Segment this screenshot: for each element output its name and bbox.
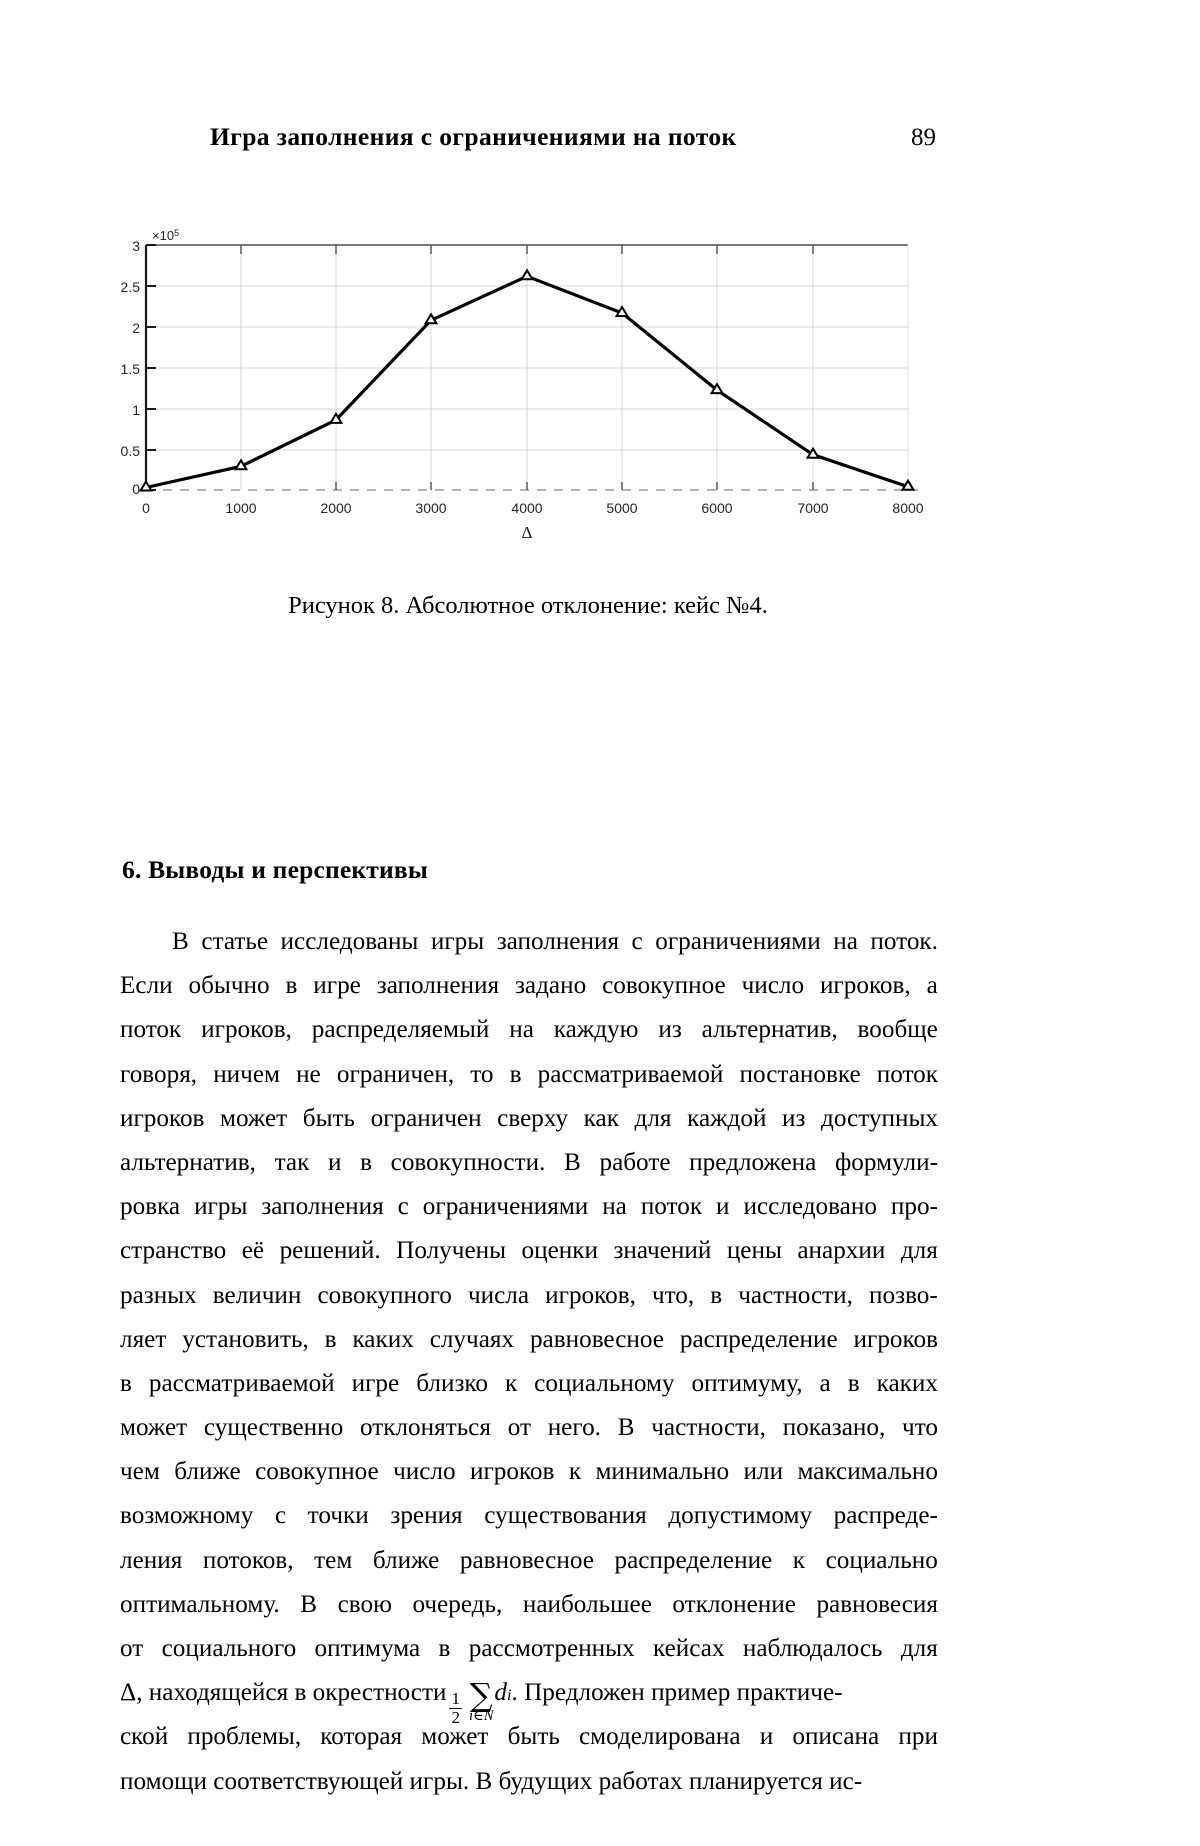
text-line-content: возможному с точки зрения существования … xyxy=(120,1494,938,1538)
conclusion-paragraph: В статье исследованы игры заполнения с о… xyxy=(120,920,938,1804)
text-line: оптимальному. В свою очередь, наибольшее… xyxy=(120,1583,938,1627)
text-line: игроков может быть ограничен сверху как … xyxy=(120,1097,938,1141)
section-heading: 6. Выводы и перспективы xyxy=(122,855,428,885)
figure-8: 3 2.5 2 1.5 1 0.5 0 0 1000 2000 3000 400… xyxy=(118,190,938,650)
text-line-content: помощи соответствующей игры. В будущих р… xyxy=(120,1760,862,1804)
text-line-content: ской проблемы, которая может быть смодел… xyxy=(120,1715,938,1759)
text-line: от социального оптимума в рассмотренных … xyxy=(120,1627,938,1671)
x-tick-label: 0 xyxy=(142,500,150,516)
text-line-content: В статье исследованы игры заполнения с о… xyxy=(172,920,938,964)
x-axis-title: Δ xyxy=(522,523,533,542)
text-line: говоря, ничем не ограничен, то в рассмат… xyxy=(120,1053,938,1097)
text-line: чем ближе совокупное число игроков к мин… xyxy=(120,1450,938,1494)
text-line: ской проблемы, которая может быть смодел… xyxy=(120,1715,938,1759)
text-line-content: игроков может быть ограничен сверху как … xyxy=(120,1097,938,1141)
x-tick-label: 6000 xyxy=(701,500,732,516)
text-line-content: в рассматриваемой игре близко к социальн… xyxy=(120,1362,938,1406)
page-number: 89 xyxy=(911,124,936,152)
y-tick-label: 0 xyxy=(132,481,140,497)
text-line-content: альтернатив, так и в совокупности. В раб… xyxy=(120,1141,938,1185)
x-tick-label: 3000 xyxy=(415,500,446,516)
x-tick-label: 7000 xyxy=(797,500,828,516)
x-tick-label: 2000 xyxy=(320,500,351,516)
data-point-marker xyxy=(141,482,152,491)
summation-term: d xyxy=(494,1671,507,1715)
text-line-content: поток игроков, распределяемый на каждую … xyxy=(120,1008,938,1052)
text-line: возможному с точки зрения существования … xyxy=(120,1494,938,1538)
text-line: ляет установить, в каких случаях равнове… xyxy=(120,1318,938,1362)
x-tick-marks-top xyxy=(241,245,813,254)
text-line-content: Если обычно в игре заполнения задано сов… xyxy=(120,964,938,1008)
y-tick-label: 0.5 xyxy=(121,443,141,459)
text-line: альтернатив, так и в совокупности. В раб… xyxy=(120,1141,938,1185)
text-line: помощи соответствующей игры. В будущих р… xyxy=(120,1760,938,1804)
text-line-content: ровка игры заполнения с ограничениями на… xyxy=(120,1185,938,1229)
text-line: ления потоков, тем ближе равновесное рас… xyxy=(120,1539,938,1583)
fraction-one-half: 1 2 xyxy=(449,1690,462,1726)
running-head: Игра заполнения с ограничениями на поток… xyxy=(118,122,936,156)
document-page: Игра заполнения с ограничениями на поток… xyxy=(0,0,1200,1846)
fraction-denominator: 2 xyxy=(449,1708,462,1726)
data-point-marker xyxy=(903,481,914,490)
x-tick-label: 4000 xyxy=(511,500,542,516)
text-line-content: разных величин совокупного числа игроков… xyxy=(120,1274,938,1318)
y-tick-marks xyxy=(146,245,156,490)
chart-grid xyxy=(146,245,908,490)
text-line: В статье исследованы игры заполнения с о… xyxy=(120,920,938,964)
y-tick-label: 2 xyxy=(132,320,140,336)
formula-suffix-text: . Предложен пример практиче- xyxy=(511,1671,842,1715)
x-tick-label: 1000 xyxy=(225,500,256,516)
text-line: Если обычно в игре заполнения задано сов… xyxy=(120,964,938,1008)
text-line-content: чем ближе совокупное число игроков к мин… xyxy=(120,1450,938,1494)
data-point-marker xyxy=(236,460,247,469)
x-tick-marks-bottom xyxy=(336,482,813,490)
text-line-with-formula: Δ, находящейся в окрестности 1 2 ∑ i∈N d… xyxy=(120,1671,938,1715)
data-point-marker xyxy=(426,314,437,323)
figure-caption: Рисунок 8. Абсолютное отклонение: кейс №… xyxy=(118,590,938,622)
data-point-marker xyxy=(617,307,628,316)
x-tick-label: 8000 xyxy=(892,500,923,516)
y-tick-label: 2.5 xyxy=(121,279,141,295)
text-line-content: ления потоков, тем ближе равновесное рас… xyxy=(120,1539,938,1583)
text-line-content: ляет установить, в каких случаях равнове… xyxy=(120,1318,938,1362)
text-line: ровка игры заполнения с ограничениями на… xyxy=(120,1185,938,1229)
x-tick-labels: 0 1000 2000 3000 4000 5000 6000 7000 800… xyxy=(142,500,924,516)
text-line-content: оптимальному. В свою очередь, наибольшее… xyxy=(120,1583,938,1627)
y-tick-label: 1.5 xyxy=(121,361,141,377)
data-point-marker xyxy=(522,270,533,279)
text-line: разных величин совокупного числа игроков… xyxy=(120,1274,938,1318)
line-chart-svg: 3 2.5 2 1.5 1 0.5 0 0 1000 2000 3000 400… xyxy=(118,190,938,590)
summation-subscript: i∈N xyxy=(469,1709,493,1724)
summation-operator: ∑ i∈N xyxy=(469,1682,493,1724)
text-line: может существенно отклоняться от него. В… xyxy=(120,1406,938,1450)
sigma-icon: ∑ xyxy=(470,1682,493,1708)
text-line: странство её решений. Получены оценки зн… xyxy=(120,1229,938,1273)
body-text: В статье исследованы игры заполнения с о… xyxy=(120,920,938,1804)
y-tick-label: 3 xyxy=(132,238,140,254)
formula-prefix-text: Δ, находящейся в окрестности xyxy=(120,1671,446,1715)
x-tick-label: 5000 xyxy=(606,500,637,516)
y-axis-multiplier: ×105 xyxy=(152,228,179,243)
y-tick-labels: 3 2.5 2 1.5 1 0.5 0 xyxy=(121,238,141,497)
y-tick-label: 1 xyxy=(132,402,140,418)
text-line-content: может существенно отклоняться от него. В… xyxy=(120,1406,938,1450)
text-line: в рассматриваемой игре близко к социальн… xyxy=(120,1362,938,1406)
text-line-content: говоря, ничем не ограничен, то в рассмат… xyxy=(120,1053,938,1097)
running-head-title: Игра заполнения с ограничениями на поток xyxy=(210,122,737,152)
y-axis-multiplier-label: ×105 xyxy=(152,228,179,243)
text-line: поток игроков, распределяемый на каждую … xyxy=(120,1008,938,1052)
chart-plot: 3 2.5 2 1.5 1 0.5 0 0 1000 2000 3000 400… xyxy=(118,190,938,590)
text-line-content: странство её решений. Получены оценки зн… xyxy=(120,1229,938,1273)
text-line-content: от социального оптимума в рассмотренных … xyxy=(120,1627,938,1671)
fraction-numerator: 1 xyxy=(449,1690,462,1707)
